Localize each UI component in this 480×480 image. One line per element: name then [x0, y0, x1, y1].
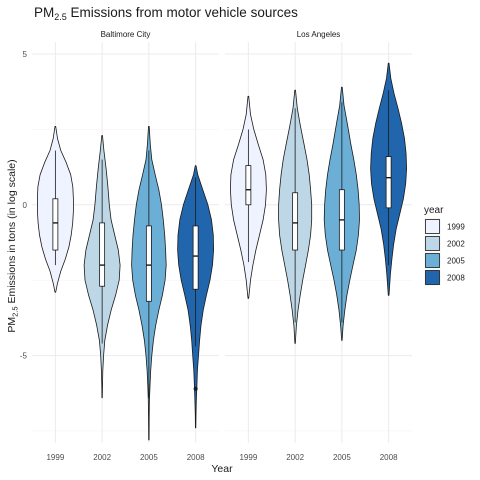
iqr-box: [145, 225, 152, 302]
iqr-box: [99, 222, 106, 287]
title-subscript: 2.5: [54, 12, 67, 22]
y-tick-label: -5: [20, 352, 28, 361]
x-tick-label: 1999: [46, 453, 64, 462]
y-tick-label: 5: [23, 50, 28, 59]
y-tick-label: 0: [23, 201, 28, 210]
facet-strip-label: Baltimore City: [101, 30, 151, 39]
violin-2008: 2008: [177, 165, 214, 462]
violin-1999: 1999: [230, 95, 267, 462]
title-suffix: Emissions from motor vehicle sources: [67, 5, 298, 20]
violin-2008: 2008: [370, 62, 407, 462]
iqr-box: [292, 192, 299, 251]
x-tick-label: 1999: [239, 453, 257, 462]
legend-item-2002: 2002: [423, 234, 465, 253]
x-tick-label: 2008: [187, 453, 205, 462]
violin-1999: 1999: [37, 126, 74, 462]
legend-item-2008: 2008: [423, 268, 465, 287]
violin-2005: 2005: [131, 126, 167, 462]
legend-item-2005: 2005: [423, 251, 465, 270]
violin-2002: 2002: [83, 135, 121, 462]
iqr-box: [245, 165, 252, 206]
ylabel-suffix: Emissions in tons (in log scale): [6, 159, 18, 306]
legend-swatch: [425, 253, 440, 268]
x-tick-label: 2008: [380, 453, 398, 462]
title-prefix: PM: [34, 5, 54, 20]
y-axis-ticks: -5 0 5: [20, 50, 28, 361]
outlier-point: [193, 386, 198, 391]
violin-2005: 2005: [323, 86, 360, 462]
iqr-box: [192, 225, 199, 290]
chart-title: PM2.5 Emissions from motor vehicle sourc…: [34, 5, 298, 22]
legend-label: 2002: [447, 240, 465, 249]
iqr-box: [52, 198, 59, 251]
ylabel-prefix: PM: [6, 317, 18, 333]
legend-swatch: [425, 270, 440, 285]
legend-item-1999: 1999: [423, 217, 465, 236]
x-axis-title: Year: [211, 463, 233, 475]
facet-strip-label: Los Angeles: [297, 30, 341, 39]
y-axis-title: PM2.5 Emissions in tons (in log scale): [6, 159, 20, 332]
x-tick-label: 2002: [286, 453, 304, 462]
legend-label: 1999: [447, 223, 465, 232]
x-tick-label: 2005: [333, 453, 351, 462]
facet-panel: Los Angeles 1999 2002 2005 2008: [225, 30, 412, 462]
legend: year 1999 2002 2005 2008: [423, 205, 465, 287]
ylabel-subscript: 2.5: [11, 306, 20, 316]
x-tick-label: 2005: [140, 453, 158, 462]
legend-title: year: [424, 205, 444, 216]
facet-panel: Baltimore City 1999 2002 2005 2008: [32, 30, 219, 462]
legend-label: 2008: [447, 274, 465, 283]
legend-swatch: [425, 236, 440, 251]
x-tick-label: 2002: [93, 453, 111, 462]
legend-label: 2005: [447, 257, 465, 266]
legend-swatch: [425, 219, 440, 234]
violin-2002: 2002: [278, 89, 313, 462]
iqr-box: [385, 156, 392, 209]
